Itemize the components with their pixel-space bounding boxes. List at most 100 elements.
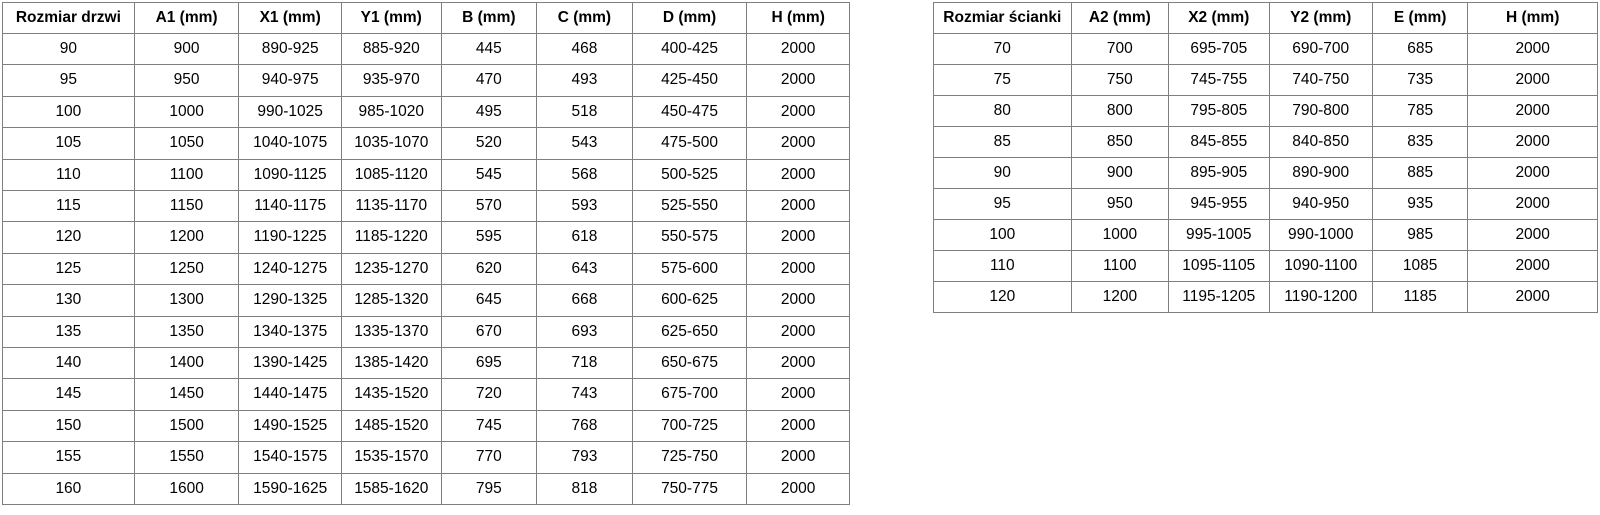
row-size-cell: 100 — [2, 95, 135, 129]
table-cell: 2000 — [1467, 126, 1598, 158]
row-size-cell: 90 — [2, 32, 135, 66]
table-cell: 835 — [1371, 126, 1469, 158]
table-cell: 575-600 — [631, 252, 748, 286]
table-cell: 668 — [536, 284, 633, 317]
table-cell: 1195-1205 — [1168, 281, 1270, 313]
row-size-cell: 125 — [2, 252, 135, 286]
table-cell: 450-475 — [631, 95, 748, 129]
table-row: 85 850 845-855 840-850 835 2000 — [933, 126, 1598, 158]
table-header-row: Rozmiar ścianki A2 (mm) X2 (mm) Y2 (mm) E (m… — [933, 2, 1598, 34]
table-cell: 1450 — [133, 378, 240, 411]
column-header: A1 (mm) — [133, 2, 240, 34]
table-cell: 695-705 — [1168, 33, 1270, 65]
table-cell: 2000 — [1467, 281, 1598, 313]
table-cell: 885-920 — [340, 32, 442, 66]
table-cell: 650-675 — [631, 347, 748, 380]
table-cell: 1350 — [133, 315, 240, 349]
table-cell: 593 — [536, 190, 633, 223]
table-cell: 645 — [440, 284, 538, 317]
table-cell: 1200 — [133, 221, 240, 254]
table-cell: 1600 — [133, 472, 240, 506]
table-cell: 1090-1100 — [1268, 250, 1373, 282]
row-size-cell: 120 — [933, 281, 1072, 313]
row-size-cell: 155 — [2, 441, 135, 474]
row-size-cell: 145 — [2, 378, 135, 411]
table-cell: 940-975 — [238, 64, 342, 97]
table-cell: 1185 — [1371, 281, 1469, 313]
column-header: Rozmiar drzwi — [2, 2, 135, 34]
column-header: Rozmiar ścianki — [933, 2, 1072, 34]
table-cell: 1285-1320 — [340, 284, 442, 317]
row-size-cell: 90 — [933, 157, 1072, 189]
table-cell: 1095-1105 — [1168, 250, 1270, 282]
table-cell: 1090-1125 — [238, 158, 342, 192]
table-row: 95 950 945-955 940-950 935 2000 — [933, 188, 1598, 220]
table-cell: 670 — [440, 315, 538, 349]
row-size-cell: 160 — [2, 472, 135, 506]
table-cell: 493 — [536, 64, 633, 97]
table-cell: 1390-1425 — [238, 347, 342, 380]
row-size-cell: 110 — [933, 250, 1072, 282]
table-cell: 690-700 — [1268, 33, 1373, 65]
table-cell: 2000 — [746, 64, 850, 97]
column-header: E (mm) — [1371, 2, 1469, 34]
table-cell: 900 — [133, 32, 240, 66]
row-size-cell: 95 — [2, 64, 135, 97]
table-row: 120 1200 1190-1225 1185-1220 595 618 550-575 20… — [2, 221, 850, 254]
table-cell: 1535-1570 — [340, 441, 442, 474]
table-cell: 945-955 — [1168, 188, 1270, 220]
table-cell: 620 — [440, 252, 538, 286]
table-cell: 1185-1220 — [340, 221, 442, 254]
table-cell: 985-1020 — [340, 95, 442, 129]
table-cell: 1035-1070 — [340, 127, 442, 160]
table-row: 120 1200 1195-1205 1190-1200 1185 2000 — [933, 281, 1598, 313]
table-cell: 2000 — [1467, 157, 1598, 189]
table-cell: 2000 — [1467, 95, 1598, 127]
column-header: Y2 (mm) — [1268, 2, 1373, 34]
table-cell: 750-775 — [631, 472, 748, 506]
table-cell: 570 — [440, 190, 538, 223]
table-cell: 718 — [536, 347, 633, 380]
table-cell: 2000 — [1467, 33, 1598, 65]
table-cell: 468 — [536, 32, 633, 66]
table-cell: 745-755 — [1168, 64, 1270, 96]
table-cell: 750 — [1070, 64, 1170, 96]
table-cell: 985 — [1371, 219, 1469, 251]
column-header: C (mm) — [536, 2, 633, 34]
table-cell: 1400 — [133, 347, 240, 380]
table-cell: 785 — [1371, 95, 1469, 127]
table-cell: 1440-1475 — [238, 378, 342, 411]
table-row: 160 1600 1590-1625 1585-1620 795 818 750-775 20… — [2, 472, 850, 506]
column-header: D (mm) — [631, 2, 748, 34]
table-cell: 568 — [536, 158, 633, 192]
column-header: B (mm) — [440, 2, 538, 34]
table-row: 110 1100 1090-1125 1085-1120 545 568 500-525 20… — [2, 158, 850, 192]
table-cell: 740-750 — [1268, 64, 1373, 96]
table-cell: 790-800 — [1268, 95, 1373, 127]
table-cell: 1085 — [1371, 250, 1469, 282]
table-cell: 1540-1575 — [238, 441, 342, 474]
table-cell: 550-575 — [631, 221, 748, 254]
table-row: 90 900 895-905 890-900 885 2000 — [933, 157, 1598, 189]
table-cell: 2000 — [746, 472, 850, 506]
table-row: 150 1500 1490-1525 1485-1520 745 768 700-725 20… — [2, 409, 850, 443]
table-cell: 470 — [440, 64, 538, 97]
table-cell: 1500 — [133, 409, 240, 443]
table-cell: 1335-1370 — [340, 315, 442, 349]
wall-table-header: Rozmiar ścianki A2 (mm) X2 (mm) Y2 (mm) E (m… — [933, 2, 1598, 34]
table-row: 110 1100 1095-1105 1090-1100 1085 2000 — [933, 250, 1598, 282]
row-size-cell: 135 — [2, 315, 135, 349]
table-cell: 2000 — [746, 441, 850, 474]
row-size-cell: 70 — [933, 33, 1072, 65]
table-cell: 1290-1325 — [238, 284, 342, 317]
column-header: A2 (mm) — [1070, 2, 1170, 34]
table-cell: 745 — [440, 409, 538, 443]
table-cell: 840-850 — [1268, 126, 1373, 158]
row-size-cell: 100 — [933, 219, 1072, 251]
table-cell: 1190-1225 — [238, 221, 342, 254]
table-cell: 545 — [440, 158, 538, 192]
table-cell: 1040-1075 — [238, 127, 342, 160]
table-cell: 1585-1620 — [340, 472, 442, 506]
table-cell: 2000 — [746, 252, 850, 286]
